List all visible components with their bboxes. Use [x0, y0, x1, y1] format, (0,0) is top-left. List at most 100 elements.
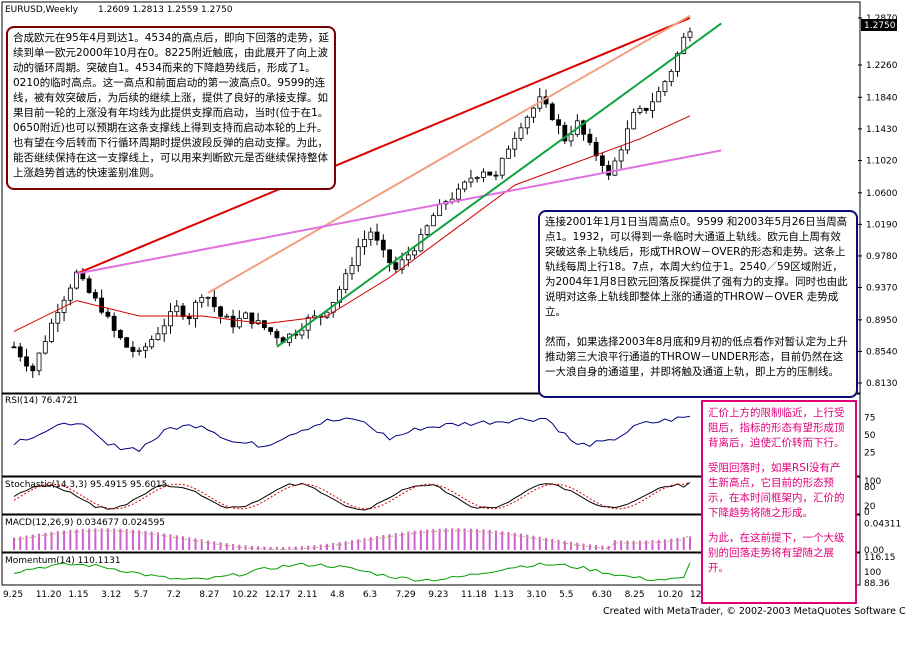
- note-indicator-analysis: 汇价上方的限制临近，上行受阻后，指标的形态有望形成顶背离后，迫使汇价转而下行。 …: [701, 400, 857, 604]
- rsi-label: RSI(14) 76.4721: [5, 396, 78, 406]
- candle-body: [143, 346, 148, 351]
- candle-body: [487, 171, 493, 176]
- time-tick-label: 7.2: [167, 590, 181, 600]
- candle-body: [174, 305, 180, 313]
- note-indicator-text-3: 为此，在这前提下，一个大级别的回落走势将有望随之展开。: [708, 532, 845, 574]
- stochastic-main-line: [13, 481, 691, 511]
- candle-body: [493, 174, 499, 177]
- time-tick-label: 11.18: [461, 590, 487, 600]
- indicator-tick-label: 20: [864, 502, 876, 512]
- price-tick-label: 0.8950: [866, 316, 898, 326]
- candle-body: [524, 116, 530, 129]
- candle-body: [24, 356, 29, 367]
- indicator-tick-label: 0: [864, 508, 870, 518]
- candle-body: [405, 254, 411, 261]
- price-tick-label: 1.0600: [866, 189, 898, 199]
- candle-body: [136, 349, 142, 352]
- candle-body: [462, 181, 468, 190]
- candle-body: [531, 107, 536, 118]
- current-price-box: [861, 19, 897, 31]
- time-tick-label: 11.20: [36, 590, 62, 600]
- time-tick-label: 10.22: [232, 590, 258, 600]
- momentum-line: [13, 562, 691, 582]
- price-plot: [11, 14, 722, 378]
- footer-credit: Created with MetaTrader, © 2002-2003 Met…: [603, 606, 906, 617]
- candle-body: [362, 238, 367, 248]
- candle-body: [149, 339, 155, 348]
- candle-body: [587, 133, 593, 143]
- time-tick-label: 2.11: [297, 590, 317, 600]
- candle-body: [637, 107, 643, 113]
- candle-body: [618, 149, 624, 162]
- candle-body: [161, 325, 167, 335]
- time-tick-label: 8.25: [625, 590, 645, 600]
- indicator-tick-label: 0.04311: [864, 519, 901, 529]
- candle-body: [355, 246, 361, 267]
- candle-body: [67, 287, 73, 301]
- trendline-upper-channel: [207, 14, 691, 294]
- candle-body: [374, 231, 380, 241]
- candle-body: [380, 239, 386, 251]
- candle-body: [468, 177, 474, 183]
- stochastic-label: Stochastic(14,3,3) 95.4915 95.6015: [5, 480, 167, 490]
- candle-body: [30, 365, 36, 372]
- candle-body: [606, 165, 612, 176]
- candle-body: [599, 155, 605, 166]
- candle-body: [625, 128, 630, 151]
- time-tick-label: 1.15: [68, 590, 88, 600]
- candle-body: [556, 119, 561, 126]
- candle-body: [412, 250, 417, 256]
- current-price-label: 1.2750: [864, 21, 896, 31]
- candle-body: [668, 70, 674, 82]
- price-tick-label: 0.8130: [866, 379, 898, 389]
- indicator-tick-label: 88.36: [864, 579, 890, 589]
- candle-body: [36, 352, 42, 372]
- indicator-tick-label: 116.15: [864, 553, 896, 563]
- candle-body: [249, 312, 255, 325]
- time-tick-label: 7.29: [396, 590, 416, 600]
- price-axis: 1.28701.22601.18401.14301.10201.06001.01…: [858, 14, 898, 389]
- note-support-text: 合成欧元在95年4月到达1。4534的高点后，即向下回落的走势，延续到单一欧元2…: [13, 32, 329, 179]
- candle-body: [274, 331, 280, 339]
- candle-body: [681, 36, 687, 54]
- time-tick-label: 5.7: [134, 590, 148, 600]
- candle-body: [456, 188, 461, 200]
- candle-body: [11, 346, 17, 349]
- candle-body: [424, 225, 430, 235]
- time-tick-label: 4.8: [330, 590, 345, 600]
- candle-body: [205, 296, 211, 299]
- candle-body: [230, 315, 236, 328]
- candle-body: [593, 141, 599, 157]
- moving-average-line: [13, 115, 691, 332]
- candle-body: [643, 107, 649, 111]
- note-channel-text-1: 连接2001年1月1日当周高点0。9599 和2003年5月26日当周高点1。1…: [545, 216, 848, 318]
- candle-body: [105, 311, 111, 317]
- candle-body: [662, 81, 668, 93]
- chart-header-ohlc: 1.2609 1.2813 1.2559 1.2750: [98, 5, 233, 15]
- price-tick-label: 0.9780: [866, 252, 898, 262]
- candle-body: [437, 203, 443, 217]
- candle-body: [349, 265, 355, 275]
- candle-body: [506, 148, 511, 159]
- candle-body: [399, 259, 405, 270]
- price-tick-label: 0.9370: [866, 284, 898, 294]
- candle-body: [124, 337, 130, 348]
- candle-body: [675, 53, 680, 72]
- macd-axis: 0.04311 0.00: [864, 519, 901, 556]
- time-tick-label: 3.10: [526, 590, 546, 600]
- rsi-line: [13, 415, 691, 453]
- trendline-resistance: [76, 17, 691, 275]
- indicator-tick-label: 0.00: [864, 546, 884, 556]
- candle-body: [186, 316, 192, 320]
- time-tick-label: 10.20: [657, 590, 683, 600]
- candle-body: [343, 273, 349, 291]
- candle-body: [211, 296, 217, 308]
- price-tick-label: 1.1430: [866, 125, 898, 135]
- price-tick-label: 0.8540: [866, 347, 898, 357]
- rsi-axis: 75 50 25: [864, 414, 876, 459]
- candle-body: [74, 271, 79, 289]
- candle-body: [549, 103, 555, 121]
- price-tick-label: 1.1840: [866, 93, 898, 103]
